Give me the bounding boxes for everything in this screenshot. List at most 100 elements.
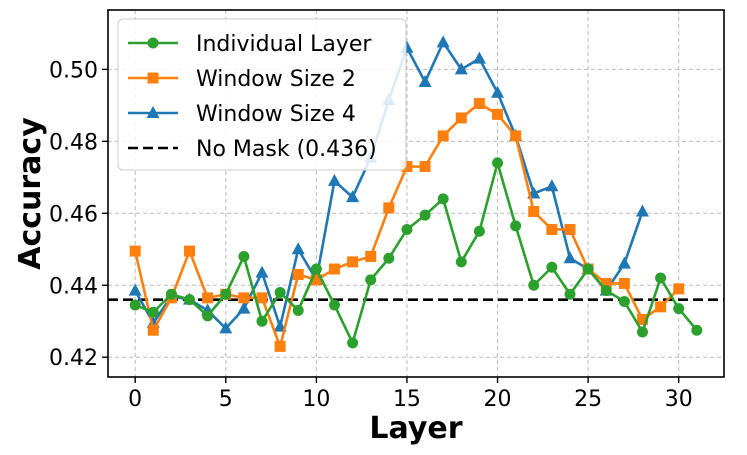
data-point — [528, 205, 540, 217]
data-point — [618, 277, 630, 289]
data-point — [310, 263, 322, 275]
y-axis-ticks: 0.42 0.44 0.46 0.48 0.50 — [49, 58, 108, 371]
data-point — [347, 337, 359, 349]
data-point — [635, 204, 649, 217]
x-tick-label: 30 — [665, 387, 693, 412]
data-point — [546, 223, 558, 235]
data-point — [147, 324, 159, 336]
data-point — [328, 263, 340, 275]
legend-marker — [147, 72, 159, 84]
data-point — [255, 265, 269, 278]
data-point — [636, 326, 648, 338]
legend-label: Window Size 4 — [196, 102, 356, 127]
data-point — [237, 301, 251, 314]
data-point — [274, 340, 286, 352]
data-point — [510, 220, 522, 232]
grid — [108, 10, 724, 377]
data-point — [184, 245, 196, 257]
legend-box — [117, 18, 407, 171]
data-point — [129, 245, 141, 257]
series-line — [134, 161, 698, 345]
x-tick-label: 15 — [393, 387, 421, 412]
data-point — [600, 285, 612, 297]
y-tick-label: 0.46 — [49, 202, 98, 227]
data-point — [327, 173, 341, 186]
data-point — [436, 35, 450, 48]
data-point — [365, 250, 377, 262]
data-point — [292, 268, 304, 280]
data-point — [528, 279, 540, 291]
data-point — [600, 277, 612, 289]
y-axis-title: Accuracy — [13, 117, 48, 270]
data-point — [636, 313, 648, 325]
legend-label: No Mask (0.436) — [196, 137, 377, 162]
data-point — [618, 295, 630, 307]
x-tick-label: 20 — [484, 387, 512, 412]
legend-label: Individual Layer — [196, 32, 372, 57]
data-point — [473, 225, 485, 237]
data-point — [437, 130, 449, 142]
data-point — [256, 315, 268, 327]
data-point — [401, 161, 413, 173]
legend-marker — [147, 37, 159, 49]
data-point — [691, 324, 703, 336]
data-point — [455, 112, 467, 124]
data-point — [419, 209, 431, 221]
data-point — [184, 294, 196, 306]
series-circle — [129, 157, 703, 349]
data-point — [419, 161, 431, 173]
data-point — [492, 108, 504, 120]
data-point — [491, 85, 505, 98]
data-point — [473, 98, 485, 110]
plot-frame — [107, 9, 725, 378]
data-point — [147, 306, 159, 318]
data-point — [655, 272, 667, 284]
data-point — [673, 283, 685, 295]
data-point — [202, 292, 214, 304]
data-point — [563, 251, 577, 264]
data-point — [437, 193, 449, 205]
data-point — [455, 256, 467, 268]
data-point — [347, 256, 359, 268]
data-point — [129, 299, 141, 311]
data-point — [564, 223, 576, 235]
data-point — [510, 130, 522, 142]
data-point — [546, 261, 558, 273]
x-tick-label: 0 — [128, 387, 142, 412]
y-tick-label: 0.44 — [49, 274, 98, 299]
data-point — [383, 202, 395, 214]
data-point — [365, 274, 377, 286]
data-point — [655, 301, 667, 313]
data-point — [128, 283, 142, 296]
data-point — [545, 179, 559, 192]
data-point — [454, 62, 468, 75]
data-point — [238, 250, 250, 262]
data-point — [219, 321, 233, 334]
x-axis-ticks: 0 5 10 15 20 25 30 — [128, 377, 693, 412]
data-point — [256, 292, 268, 304]
x-axis-title: Layer — [369, 411, 462, 446]
data-point — [418, 74, 432, 87]
data-point — [564, 288, 576, 300]
legend-marker — [146, 106, 160, 118]
data-point — [220, 288, 232, 300]
y-tick-label: 0.42 — [49, 346, 98, 371]
data-point — [383, 252, 395, 264]
data-point — [328, 299, 340, 311]
y-tick-label: 0.48 — [49, 130, 98, 155]
y-tick-label: 0.50 — [49, 58, 98, 83]
data-point — [310, 274, 322, 286]
legend: Individual Layer Window Size 2 Window Size… — [117, 18, 407, 171]
data-point — [202, 310, 214, 322]
data-point — [165, 288, 177, 300]
data-point — [492, 157, 504, 169]
data-point — [346, 190, 360, 203]
data-point — [673, 303, 685, 315]
data-point — [401, 223, 413, 235]
data-point — [291, 242, 305, 255]
data-point — [238, 292, 250, 304]
x-tick-label: 10 — [302, 387, 330, 412]
data-point — [292, 304, 304, 316]
x-tick-label: 25 — [574, 387, 602, 412]
